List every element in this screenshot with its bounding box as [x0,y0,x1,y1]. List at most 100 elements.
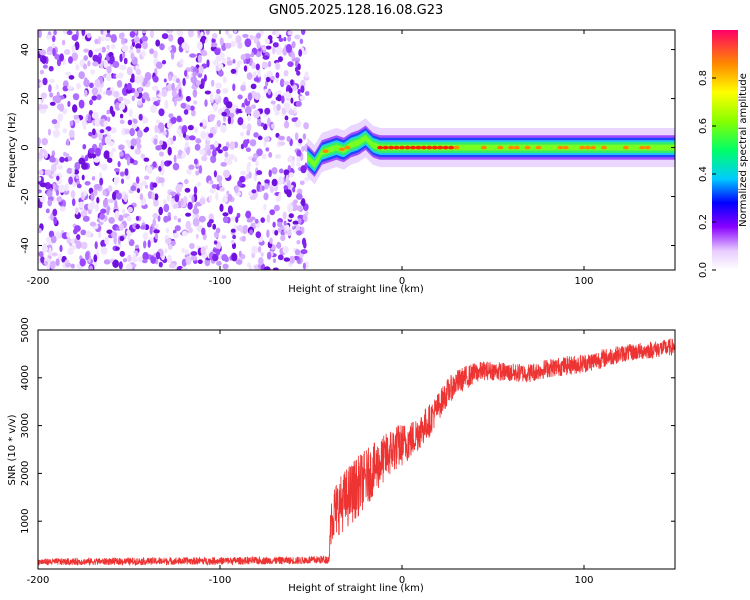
heatmap-signal-peak [644,145,651,150]
heatmap-noise-cell [167,254,172,264]
heatmap-noise-cell [154,193,159,201]
heatmap-noise-cell [220,162,227,167]
heatmap-noise-cell [285,43,293,53]
heatmap-noise-cell [104,236,110,245]
heatmap-noise-cell [277,90,282,96]
heatmap-noise-cell [264,179,270,184]
heatmap-noise-cell [130,138,137,147]
heatmap-noise-cell [101,137,106,146]
heatmap-noise-cell [208,133,214,138]
heatmap-noise-cell [176,115,182,123]
heatmap-noise-cell [173,232,179,239]
heatmap-noise-cell [66,30,73,36]
heatmap-noise-cell [222,216,229,224]
heatmap-noise-cell [212,33,218,40]
heatmap-noise-cell [263,88,268,94]
heatmap-noise-cell [279,78,285,88]
heatmap-noise-cell [155,251,161,260]
heatmap-noise-cell [232,234,237,240]
heatmap-noise-cell [169,191,177,196]
heatmap-noise-cell [89,147,95,154]
heatmap-noise-cell [59,244,63,253]
heatmap-noise-cell [268,169,272,178]
heatmap-noise-cell [221,254,228,262]
heatmap-noise-cell [78,71,85,79]
heatmap-noise-cell [89,99,93,106]
heatmap-noise-cell [227,116,232,125]
heatmap-noise-cell [125,139,130,144]
heatmap-noise-cell [287,203,294,213]
heatmap-noise-cell [247,161,252,168]
heatmap-noise-cell [62,128,68,134]
heatmap-noise-cell [146,97,151,102]
heatmap-x-label: Height of straight line (km) [288,284,424,295]
heatmap-noise-cell [164,248,168,254]
heatmap-noise-cell [256,41,261,49]
heatmap-x-tick-label: -200 [27,276,50,287]
heatmap-noise-cell [190,255,198,261]
heatmap-noise-cell [41,245,49,253]
heatmap-noise-cell [135,176,140,184]
heatmap-noise-cell [71,52,79,61]
heatmap-y-tick-label: 0 [20,144,31,150]
heatmap-noise-cell [140,153,146,159]
heatmap-noise-cell [95,147,101,157]
heatmap-noise-cell [76,183,82,189]
heatmap-noise-cell [93,183,101,190]
heatmap-noise-cell [119,235,125,242]
heatmap-noise-cell [226,190,230,196]
heatmap-noise-cell [106,30,111,34]
heatmap-noise-cell [129,128,135,137]
heatmap-noise-cell [158,177,165,184]
heatmap-noise-cell [277,254,284,261]
heatmap-noise-cell [255,63,260,71]
heatmap-noise-cell [154,233,159,240]
heatmap-noise-cell [151,96,158,102]
heatmap-noise-cell [45,236,51,243]
heatmap-noise-cell [257,118,262,127]
heatmap-noise-cell [65,262,72,268]
heatmap-noise-cell [112,191,117,201]
heatmap-noise-cell [235,35,242,44]
heatmap-noise-cell [144,126,150,132]
heatmap-noise-cell [295,205,303,212]
heatmap-noise-cell [260,122,265,127]
heatmap-noise-cell [272,258,277,264]
heatmap-noise-cell [305,210,309,216]
heatmap-noise-cell [227,33,233,39]
heatmap-noise-cell [123,194,128,203]
heatmap-noise-cell [210,155,217,164]
heatmap-noise-cell [161,88,168,97]
heatmap-noise-cell [111,43,116,49]
heatmap-noise-cell [90,69,95,75]
heatmap-noise-cell [64,183,70,192]
heatmap-noise-cell [42,77,48,86]
heatmap-noise-cell [114,210,120,220]
heatmap-noise-cell [231,252,238,262]
heatmap-noise-cell [256,170,263,176]
heatmap-noise-cell [222,146,229,152]
heatmap-noise-cell [211,184,218,189]
heatmap-noise-cell [178,88,182,98]
heatmap-noise-cell [54,96,62,104]
heatmap-noise-cell [87,60,91,67]
heatmap-noise-cell [118,73,123,79]
heatmap-signal-peak [448,145,455,150]
heatmap-noise-cell [228,153,235,161]
heatmap-noise-cell [71,44,76,53]
heatmap-noise-cell [142,251,149,261]
heatmap-noise-cell [295,100,302,107]
heatmap-noise-cell [90,192,95,202]
heatmap-noise-cell [184,249,189,255]
heatmap-noise-cell [166,215,172,222]
heatmap-noise-cell [168,34,174,42]
heatmap-noise-cell [198,215,206,223]
heatmap-noise-cell [201,50,208,57]
heatmap-noise-cell [214,48,221,56]
heatmap-noise-layer [38,30,310,270]
colorbar-gradient [712,30,738,270]
heatmap-noise-cell [300,198,306,207]
heatmap-noise-cell [99,213,105,220]
heatmap-noise-cell [183,196,188,204]
heatmap-noise-cell [293,255,299,261]
